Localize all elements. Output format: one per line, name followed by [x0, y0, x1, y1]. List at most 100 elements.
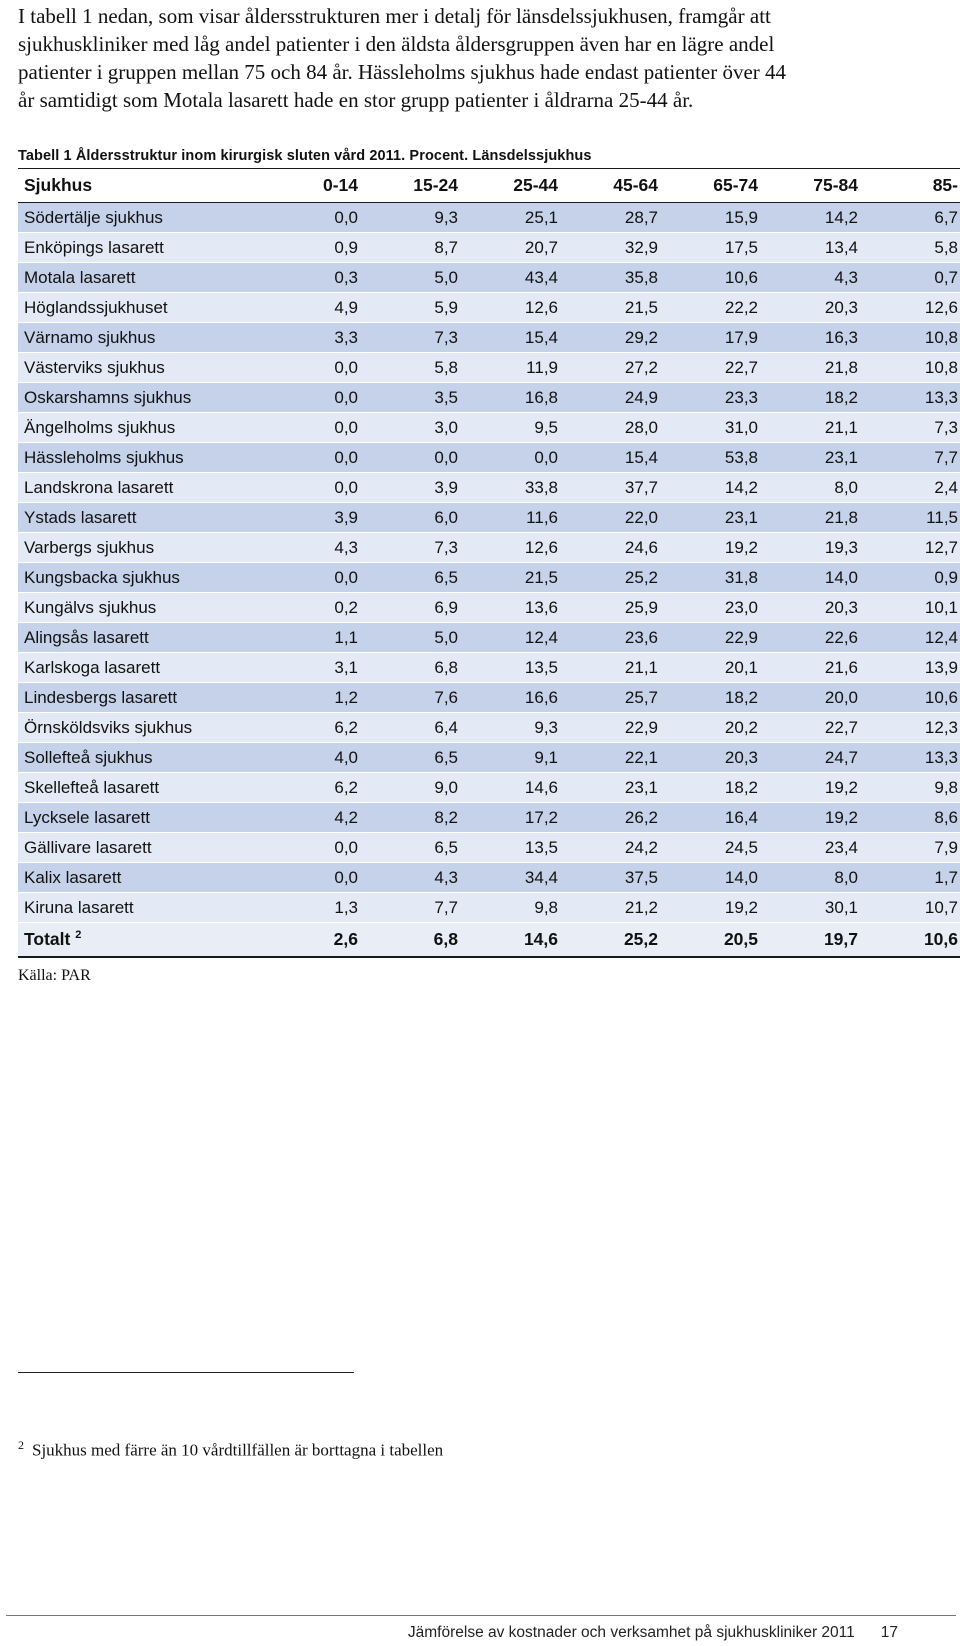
percent-cell: 0,0 [264, 202, 364, 233]
hospital-name-cell: Kiruna lasarett [18, 892, 264, 923]
percent-cell: 8,2 [364, 802, 464, 833]
percent-cell: 12,7 [864, 532, 960, 563]
percent-cell: 28,7 [564, 202, 664, 233]
percent-cell: 13,3 [864, 742, 960, 773]
percent-cell: 24,5 [664, 832, 764, 863]
percent-cell: 6,5 [364, 832, 464, 863]
hospital-name-cell: Ängelholms sjukhus [18, 412, 264, 443]
percent-cell: 10,7 [864, 892, 960, 923]
percent-cell: 10,8 [864, 352, 960, 383]
percent-cell: 3,1 [264, 652, 364, 683]
percent-cell: 10,6 [664, 262, 764, 293]
percent-cell: 0,0 [264, 442, 364, 473]
column-header: 75-84 [764, 168, 864, 203]
percent-cell: 33,8 [464, 472, 564, 503]
percent-cell: 29,2 [564, 322, 664, 353]
percent-cell: 0,0 [264, 562, 364, 593]
percent-cell: 14,2 [664, 472, 764, 503]
percent-cell: 30,1 [764, 892, 864, 923]
table-source: Källa: PAR [18, 967, 91, 984]
percent-cell: 4,2 [264, 802, 364, 833]
table-row: Kungsbacka sjukhus 0,0 6,5 21,5 25,2 31,8 14,0… [18, 562, 960, 593]
percent-cell: 25,7 [564, 682, 664, 713]
percent-cell: 20,0 [764, 682, 864, 713]
percent-cell: 12,6 [464, 292, 564, 323]
hospital-name-cell: Karlskoga lasarett [18, 652, 264, 683]
percent-cell: 0,0 [264, 472, 364, 503]
percent-cell: 22,7 [764, 712, 864, 743]
hospital-name-cell: Västerviks sjukhus [18, 352, 264, 383]
table-row: Örnsköldsviks sjukhus 6,2 6,4 9,3 22,9 20,2 22… [18, 712, 960, 743]
percent-cell: 23,1 [564, 772, 664, 803]
percent-cell: 8,0 [764, 862, 864, 893]
percent-cell: 24,9 [564, 382, 664, 413]
percent-cell: 11,5 [864, 502, 960, 533]
percent-cell: 10,8 [864, 322, 960, 353]
column-header: 0-14 [264, 168, 364, 203]
column-header: 45-64 [564, 168, 664, 203]
percent-cell: 19,2 [764, 772, 864, 803]
percent-cell: 13,5 [464, 652, 564, 683]
hospital-name-cell: Lycksele lasarett [18, 802, 264, 833]
percent-cell: 17,5 [664, 232, 764, 263]
percent-cell: 3,9 [364, 472, 464, 503]
percent-cell: 35,8 [564, 262, 664, 293]
percent-cell: 6,8 [364, 652, 464, 683]
table-row: Motala lasarett 0,3 5,0 43,4 35,8 10,6 4,3 0,7 [18, 262, 960, 293]
table-row: Kungälvs sjukhus 0,2 6,9 13,6 25,9 23,0 20,3 10… [18, 592, 960, 623]
percent-cell: 24,6 [564, 532, 664, 563]
percent-cell: 3,3 [264, 322, 364, 353]
percent-cell: 3,5 [364, 382, 464, 413]
percent-cell: 22,7 [664, 352, 764, 383]
percent-cell: 8,6 [864, 802, 960, 833]
percent-cell: 21,2 [564, 892, 664, 923]
table-row: Hässleholms sjukhus 0,0 0,0 0,0 15,4 53,8 23,1… [18, 442, 960, 473]
percent-cell: 14,0 [664, 862, 764, 893]
hospital-name-cell: Gällivare lasarett [18, 832, 264, 863]
total-cell: 2,6 [264, 922, 364, 958]
percent-cell: 17,2 [464, 802, 564, 833]
hospital-name-cell: Sollefteå sjukhus [18, 742, 264, 773]
percent-cell: 0,0 [364, 442, 464, 473]
percent-cell: 21,1 [564, 652, 664, 683]
percent-cell: 22,2 [664, 292, 764, 323]
total-cell: 19,7 [764, 922, 864, 958]
percent-cell: 7,7 [364, 892, 464, 923]
percent-cell: 23,1 [764, 442, 864, 473]
percent-cell: 0,0 [264, 382, 364, 413]
percent-cell: 13,5 [464, 832, 564, 863]
page-footer: Jämförelse av kostnader och verksamhet p… [408, 1624, 898, 1642]
column-header: Sjukhus [18, 168, 264, 203]
percent-cell: 7,9 [864, 832, 960, 863]
hospital-name-cell: Varbergs sjukhus [18, 532, 264, 563]
percent-cell: 37,7 [564, 472, 664, 503]
percent-cell: 16,6 [464, 682, 564, 713]
percent-cell: 12,3 [864, 712, 960, 743]
percent-cell: 22,9 [664, 622, 764, 653]
table-row: Kiruna lasarett 1,3 7,7 9,8 21,2 19,2 30,1 10,7 [18, 892, 960, 923]
intro-paragraph: I tabell 1 nedan, som visar åldersstrukt… [18, 2, 918, 114]
table-row: Enköpings lasarett 0,9 8,7 20,7 32,9 17,5 13,4… [18, 232, 960, 263]
percent-cell: 17,9 [664, 322, 764, 353]
column-header: 85- [864, 168, 960, 203]
percent-cell: 6,7 [864, 202, 960, 233]
percent-cell: 22,9 [564, 712, 664, 743]
table-row: Västerviks sjukhus 0,0 5,8 11,9 27,2 22,7 21,8… [18, 352, 960, 383]
percent-cell: 10,1 [864, 592, 960, 623]
percent-cell: 15,4 [464, 322, 564, 353]
hospital-name-cell: Södertälje sjukhus [18, 202, 264, 233]
percent-cell: 1,2 [264, 682, 364, 713]
table-row: Gällivare lasarett 0,0 6,5 13,5 24,2 24,5 23,4… [18, 832, 960, 863]
table-body: Södertälje sjukhus 0,0 9,3 25,1 28,7 15,9 14,2… [18, 202, 960, 923]
total-row: Totalt 2 2,6 6,8 14,6 25,2 20,5 19,7 10,… [18, 922, 960, 958]
percent-cell: 1,3 [264, 892, 364, 923]
percent-cell: 5,9 [364, 292, 464, 323]
table-row: Landskrona lasarett 0,0 3,9 33,8 37,7 14,2 8,0… [18, 472, 960, 503]
table-row: Ängelholms sjukhus 0,0 3,0 9,5 28,0 31,0 21,1 7… [18, 412, 960, 443]
percent-cell: 19,2 [764, 802, 864, 833]
percent-cell: 27,2 [564, 352, 664, 383]
footnote-separator [18, 1372, 354, 1373]
percent-cell: 10,6 [864, 682, 960, 713]
percent-cell: 13,6 [464, 592, 564, 623]
percent-cell: 6,2 [264, 772, 364, 803]
